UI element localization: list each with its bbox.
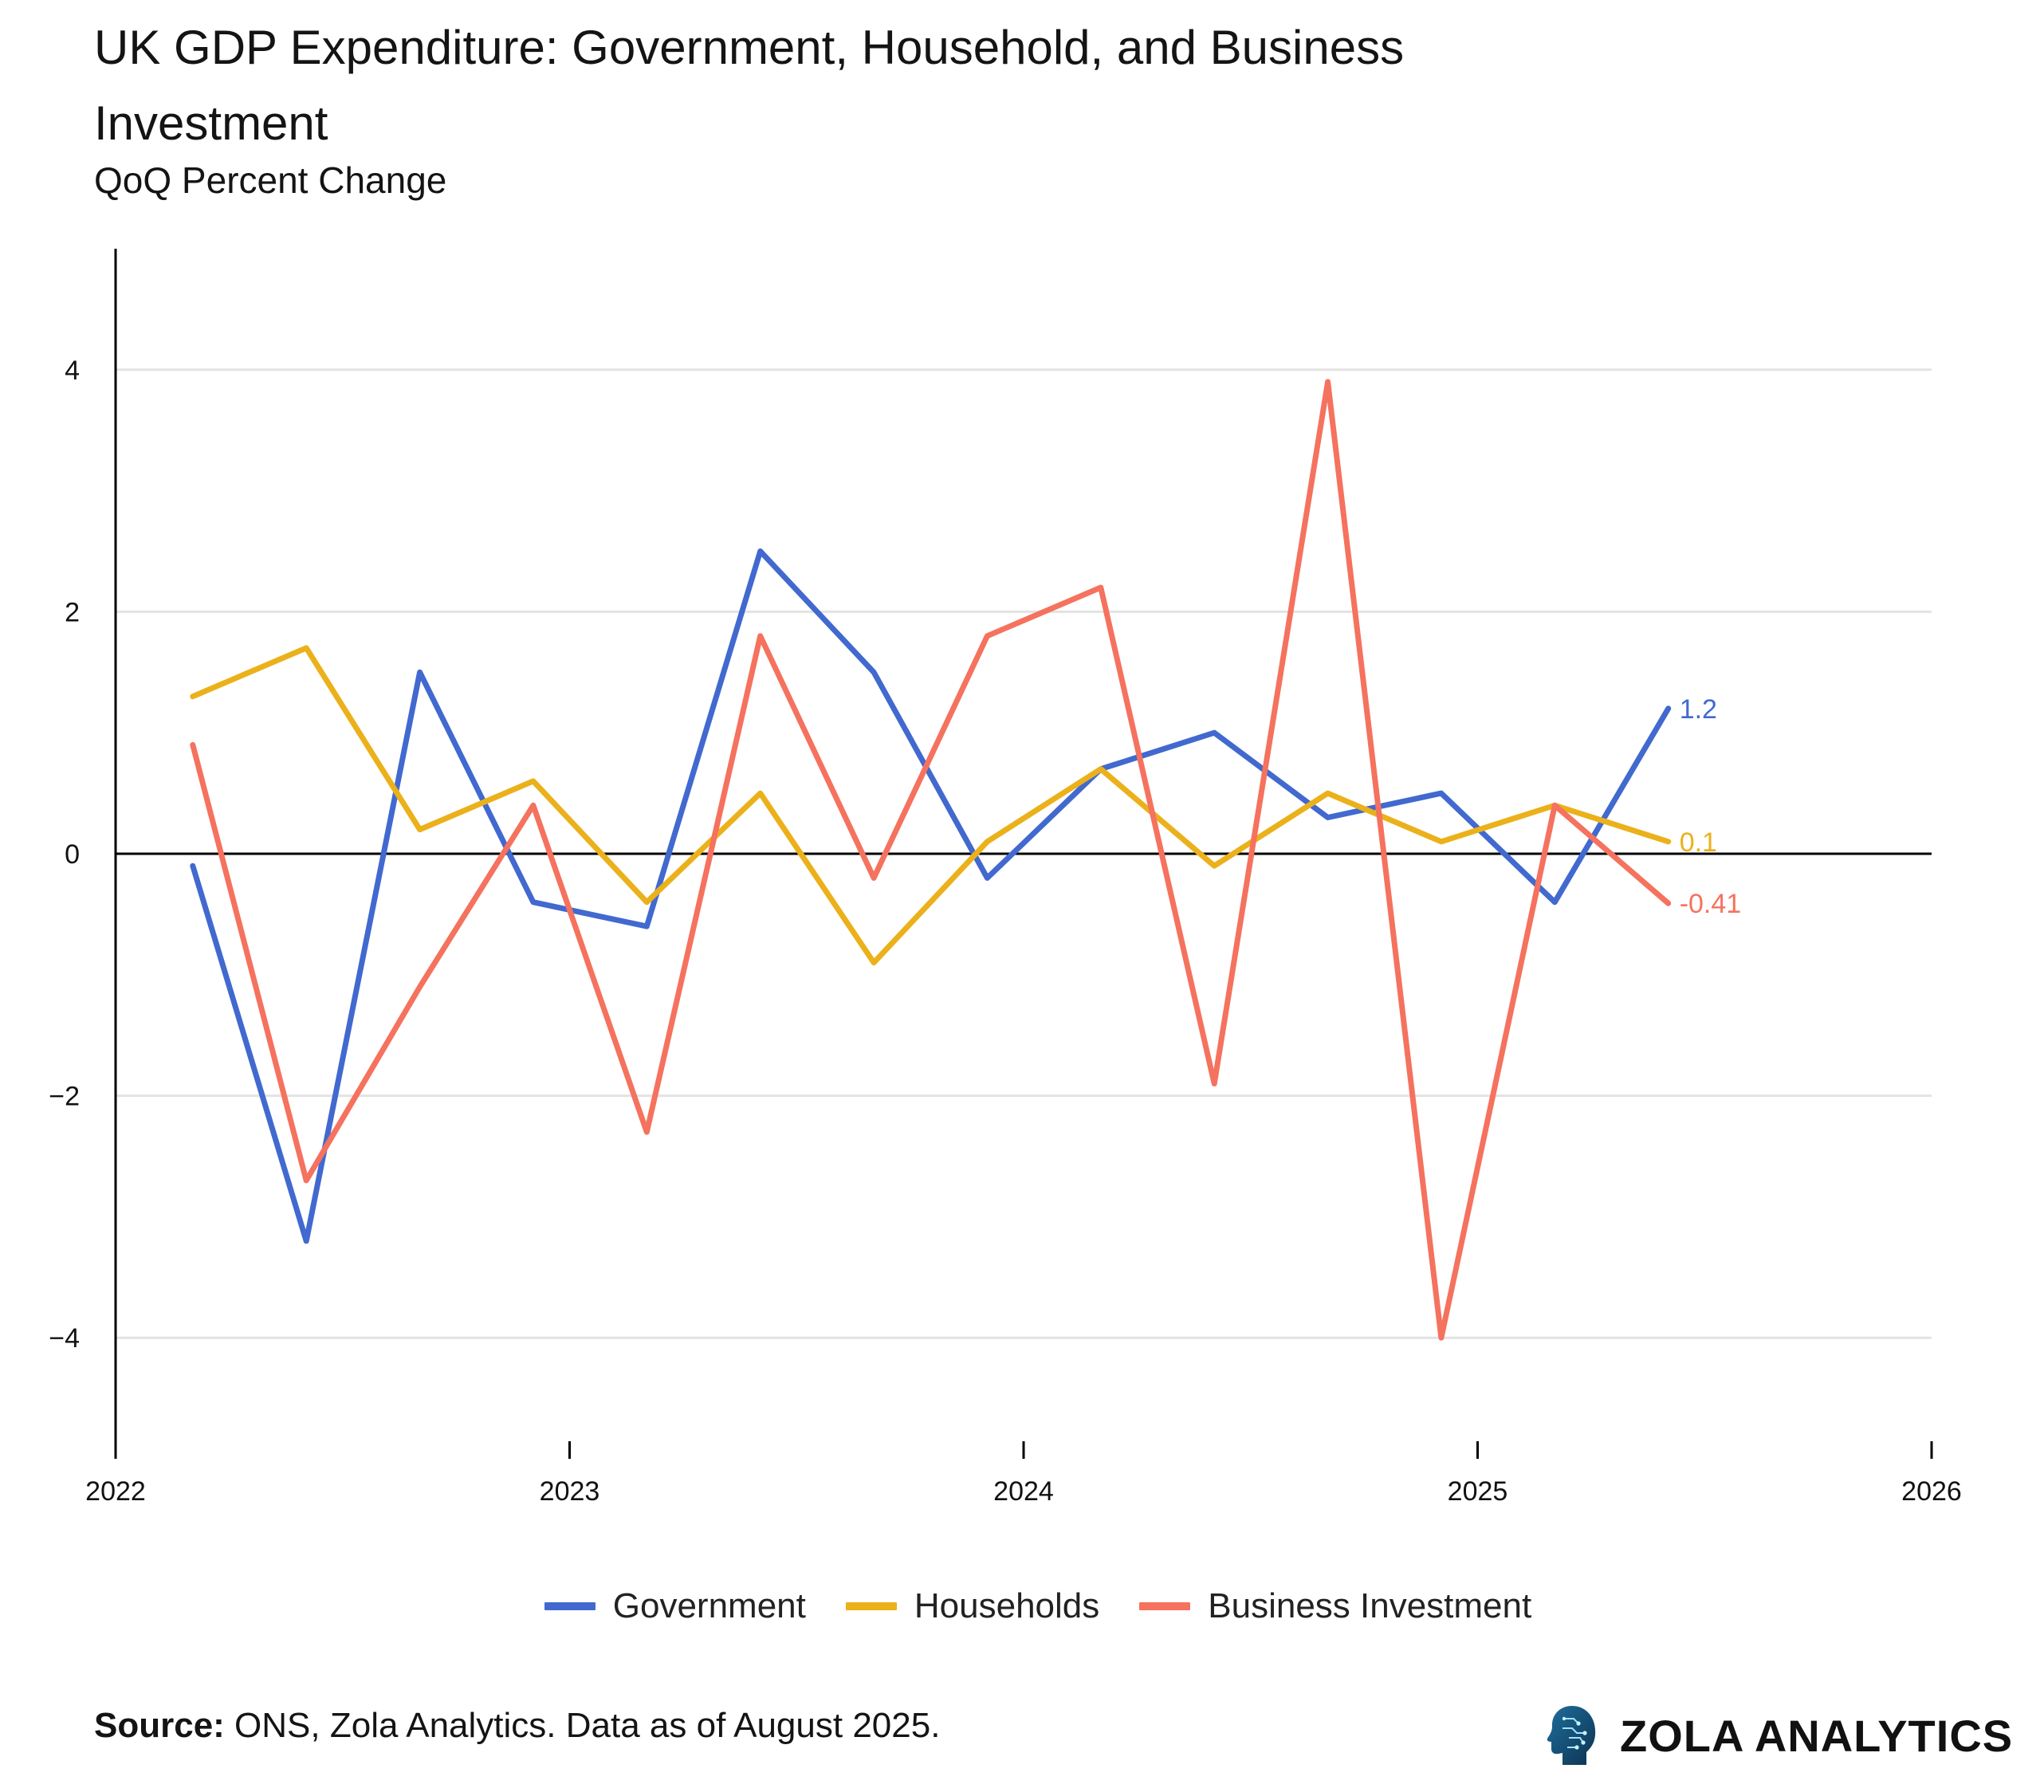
y-tick-label: 0 <box>65 839 80 870</box>
y-tick-label: −2 <box>49 1082 80 1112</box>
legend-label-business-investment: Business Investment <box>1208 1586 1532 1625</box>
legend-swatch-business-investment <box>1139 1602 1191 1610</box>
line-chart: 4 2 0 −2 −4 2022 2023 2024 2025 2026 1.2 0.1 -0.41 <box>49 249 1962 1507</box>
chart-subtitle: QoQ Percent Change <box>94 159 447 201</box>
brand: ZOLA ANALYTICS <box>1545 1703 2013 1768</box>
y-tick-label: 2 <box>65 597 80 627</box>
x-tick-label: 2024 <box>993 1476 1054 1507</box>
axes: 4 2 0 −2 −4 2022 2023 2024 2025 2026 <box>49 249 1962 1507</box>
legend-swatch-households <box>845 1602 897 1610</box>
x-tick-label: 2026 <box>1901 1476 1962 1507</box>
series-line-business-investment <box>190 379 1672 1341</box>
end-labels: 1.2 0.1 -0.41 <box>1680 694 1742 919</box>
source-note: Source: ONS, Zola Analytics. Data as of … <box>94 1706 940 1746</box>
gridlines <box>116 368 1932 1339</box>
chart-title: UK GDP Expenditure: Government, Househol… <box>94 21 1405 150</box>
legend-label-government: Government <box>612 1586 806 1625</box>
series-line-households <box>190 645 1672 966</box>
head-circuit-icon <box>1547 1706 1596 1765</box>
legend-item-business-investment: Business Investment <box>1139 1586 1531 1626</box>
y-tick-label: 4 <box>65 356 80 386</box>
end-label-business-investment: -0.41 <box>1680 889 1742 919</box>
legend-item-government: Government <box>544 1586 806 1626</box>
end-label-government: 1.2 <box>1680 694 1717 725</box>
source-label: Source: <box>94 1706 225 1745</box>
y-tick-label: −4 <box>49 1323 80 1354</box>
legend-item-households: Households <box>845 1586 1100 1626</box>
x-tick-label: 2023 <box>540 1476 600 1507</box>
brand-name: ZOLA ANALYTICS <box>1620 1710 2014 1761</box>
legend: Government Households Business Investmen… <box>0 1586 2044 1626</box>
source-text: ONS, Zola Analytics. Data as of August 2… <box>224 1706 941 1745</box>
x-tick-label: 2025 <box>1448 1476 1508 1507</box>
legend-swatch-government <box>544 1602 596 1610</box>
legend-label-households: Households <box>914 1586 1100 1625</box>
x-tick-label: 2022 <box>85 1476 146 1507</box>
series-line-government <box>190 548 1672 1244</box>
series-lines <box>190 379 1672 1341</box>
end-label-households: 0.1 <box>1680 827 1717 858</box>
